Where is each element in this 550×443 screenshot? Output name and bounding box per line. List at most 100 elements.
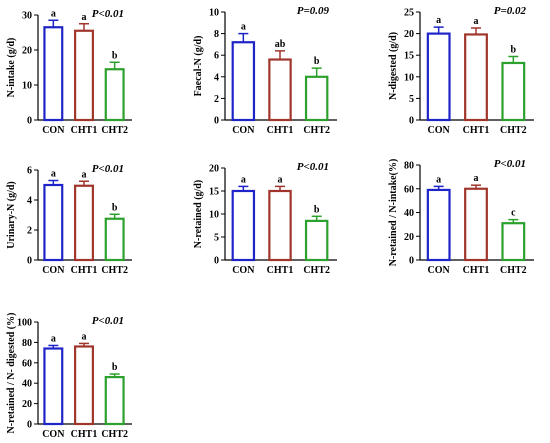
bar-cht2: [304, 75, 329, 122]
y-axis-label: N-digested (g/d): [388, 32, 399, 100]
significance-letter: b: [314, 56, 320, 67]
y-tick-label: 2: [214, 94, 219, 105]
y-tick-label: 5: [409, 94, 414, 105]
chart-panel-1: 0 10 20 30 N-intake (g/d) P<0.01 a CON a CHT1 b CHT…: [6, 8, 132, 136]
chart-panel-6: 0 20 40 60 80 N-retained / N-intake(%) P<0.01 a…: [388, 158, 534, 276]
y-tick-label: 20: [209, 164, 219, 175]
y-tick-label: 0: [409, 116, 414, 127]
bar-con: [426, 32, 451, 122]
p-value-label: P<0.01: [92, 163, 124, 175]
x-tick-label: CHT1: [267, 265, 294, 276]
p-value-label: P<0.01: [494, 158, 526, 170]
chart-panel-3: 0 5 10 15 20 25 N-digested (g/d) P=0.02 a CON a CHT…: [388, 5, 534, 136]
y-tick-label: 0: [27, 256, 32, 267]
bar-cht2: [501, 61, 526, 122]
significance-letter: b: [112, 202, 118, 213]
p-value-label: P=0.02: [494, 5, 527, 17]
x-tick-label: CON: [232, 125, 255, 136]
bar-cht2: [501, 222, 526, 262]
y-tick-label: 100: [17, 318, 32, 329]
x-tick-label: CON: [42, 125, 65, 136]
bar-cht1: [464, 187, 488, 262]
y-tick-label: 15: [209, 187, 219, 198]
p-value-label: P=0.09: [297, 5, 330, 17]
y-tick-label: 60: [22, 358, 32, 369]
bar-con: [43, 347, 64, 426]
bar-con: [231, 189, 256, 262]
y-tick-label: 4: [214, 72, 219, 83]
y-tick-label: 20: [22, 46, 32, 57]
y-tick-label: 10: [209, 210, 219, 221]
significance-letter: a: [241, 174, 246, 185]
significance-letter: a: [436, 15, 441, 26]
significance-letter: b: [112, 50, 118, 61]
x-tick-label: CON: [42, 429, 65, 440]
p-value-label: P<0.01: [92, 315, 124, 327]
bar-cht2: [104, 68, 125, 122]
bar-cht1: [74, 184, 94, 262]
significance-letter: a: [436, 174, 441, 185]
bar-cht1: [464, 33, 488, 122]
y-tick-label: 80: [404, 161, 414, 172]
significance-letter: ab: [275, 39, 286, 50]
significance-letter: a: [474, 16, 479, 27]
x-tick-label: CHT1: [463, 125, 490, 136]
x-tick-label: CHT1: [463, 265, 490, 276]
significance-letter: a: [474, 173, 479, 184]
y-tick-label: 0: [27, 420, 32, 431]
significance-letter: a: [241, 22, 246, 33]
bar-cht2: [104, 375, 125, 426]
chart-panel-5: 0 5 10 15 20 N-retained (g/d) P<0.01 a CON a CHT1 b…: [193, 161, 337, 276]
x-tick-label: CHT2: [303, 125, 330, 136]
y-tick-label: 0: [27, 116, 32, 127]
x-tick-label: CON: [428, 265, 451, 276]
bar-cht1: [268, 58, 292, 122]
y-tick-label: 25: [404, 8, 414, 19]
p-value-label: P<0.01: [92, 8, 124, 20]
bar-con: [426, 188, 451, 262]
x-tick-label: CON: [428, 125, 451, 136]
y-tick-label: 40: [404, 208, 414, 219]
x-tick-label: CHT2: [303, 265, 330, 276]
y-tick-label: 10: [404, 72, 414, 83]
chart-panel-2: 0 2 4 6 8 10 Faecal-N (g/d) P=0.09 a CON ab CHT1 b CH…: [193, 5, 337, 136]
y-tick-label: 20: [404, 232, 414, 243]
x-tick-label: CHT1: [71, 429, 98, 440]
significance-letter: a: [51, 333, 56, 344]
y-tick-label: 6: [214, 51, 219, 62]
y-tick-label: 0: [214, 116, 219, 127]
y-axis-label: N-retained / N- digested (%): [6, 313, 17, 434]
y-tick-label: 4: [27, 196, 32, 207]
y-tick-label: 20: [404, 29, 414, 40]
significance-letter: a: [82, 12, 87, 23]
y-tick-label: 40: [22, 379, 32, 390]
y-tick-label: 80: [22, 338, 32, 349]
y-tick-label: 0: [214, 256, 219, 267]
y-tick-label: 0: [409, 256, 414, 267]
y-axis-label: N-retained / N-intake(%): [388, 159, 399, 267]
y-tick-label: 15: [404, 51, 414, 62]
bar-cht2: [304, 219, 329, 262]
y-tick-label: 10: [22, 81, 32, 92]
y-tick-label: 30: [22, 11, 32, 22]
x-tick-label: CHT1: [71, 265, 98, 276]
p-value-label: P<0.01: [297, 161, 329, 173]
x-tick-label: CON: [232, 265, 255, 276]
y-axis-label: Faecal-N (g/d): [193, 36, 204, 97]
y-tick-label: 6: [27, 166, 32, 177]
y-tick-label: 2: [27, 226, 32, 237]
y-tick-label: 10: [209, 8, 219, 19]
bar-cht2: [104, 217, 125, 262]
x-tick-label: CHT2: [101, 265, 128, 276]
y-axis-label: N-retained (g/d): [193, 180, 204, 248]
x-tick-label: CON: [42, 265, 65, 276]
significance-letter: b: [511, 44, 517, 55]
x-tick-label: CHT2: [500, 265, 527, 276]
significance-letter: a: [278, 174, 283, 185]
significance-letter: a: [82, 169, 87, 180]
significance-letter: a: [51, 169, 56, 180]
x-tick-label: CHT2: [101, 125, 128, 136]
significance-letter: a: [82, 331, 87, 342]
